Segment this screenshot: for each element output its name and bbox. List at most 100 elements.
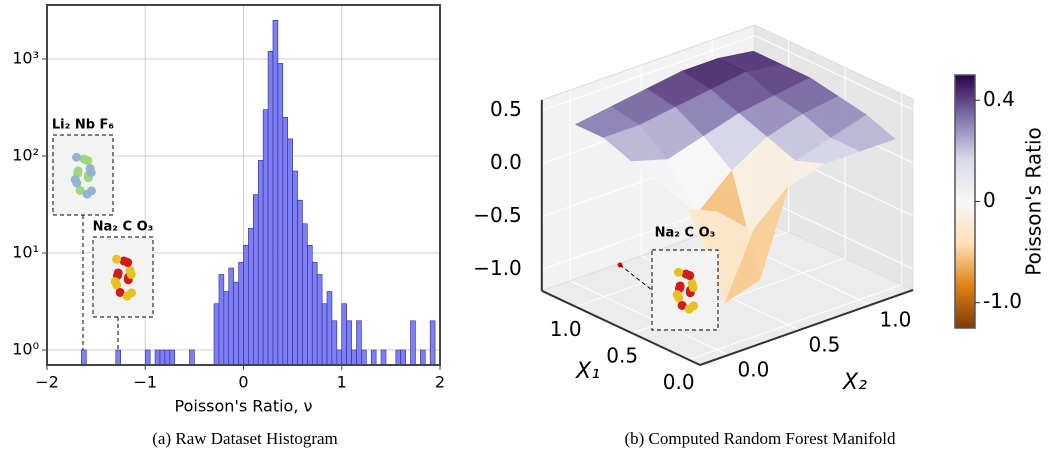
- bar: [218, 274, 225, 366]
- atom: [684, 304, 694, 314]
- z-tick-label: −0.5: [473, 203, 522, 227]
- caption: (a) Raw Dataset Histogram: [152, 429, 338, 448]
- bar: [272, 20, 279, 366]
- bar: [292, 170, 298, 366]
- atom: [75, 185, 85, 195]
- grid-line: [754, 35, 914, 111]
- x1-tick-label: 0.0: [663, 370, 695, 394]
- bar: [277, 63, 284, 366]
- x1-axis: [541, 289, 701, 366]
- atom: [685, 271, 695, 281]
- x1-tick-label: 0.5: [606, 344, 638, 368]
- atom: [115, 287, 125, 297]
- annotation: Li₂ Nb F₆: [52, 118, 115, 133]
- bar: [282, 117, 289, 366]
- bar: [228, 267, 234, 366]
- bar: [380, 349, 387, 366]
- inset-box: [651, 249, 719, 331]
- atom: [72, 152, 82, 162]
- atom: [73, 166, 83, 176]
- bar: [346, 320, 352, 366]
- bar: [115, 349, 121, 366]
- grid-line: [569, 280, 729, 356]
- bar: [351, 349, 357, 366]
- bar: [311, 262, 318, 366]
- grid-line: [688, 284, 902, 361]
- colorbar-tick-label: 0: [983, 188, 996, 212]
- y-tick-label: 10³: [12, 48, 39, 67]
- bar: [321, 303, 328, 366]
- atom: [675, 281, 685, 291]
- colorbar-tick-label: -1.0: [983, 289, 1022, 313]
- colorbar: [954, 74, 976, 329]
- atom: [688, 282, 698, 292]
- atom: [70, 175, 80, 185]
- z-tick-label: 0.5: [490, 97, 522, 121]
- x2-tick-label: 0.0: [737, 358, 769, 382]
- bar: [154, 349, 161, 366]
- bar: [144, 349, 151, 366]
- bar: [429, 320, 436, 366]
- bar: [297, 199, 303, 366]
- bar: [326, 291, 333, 366]
- atom: [122, 291, 132, 301]
- atom: [126, 269, 136, 279]
- z-tick-label: −1.0: [473, 256, 522, 280]
- bar: [189, 349, 195, 366]
- bar: [257, 160, 264, 366]
- x1-axis-label: X₁: [575, 359, 600, 384]
- atom: [674, 267, 684, 277]
- bar: [267, 50, 274, 366]
- caption: (b) Computed Random Forest Manifold: [624, 429, 896, 448]
- inset-box: [52, 134, 114, 216]
- inset-box: [92, 236, 154, 318]
- x2-axis: [699, 289, 914, 366]
- bar: [159, 349, 166, 366]
- atom: [86, 167, 96, 177]
- bar: [253, 194, 259, 366]
- x2-tick-label: 0.5: [808, 333, 840, 357]
- bar: [395, 349, 402, 366]
- x-tick-label: −1: [133, 373, 157, 392]
- bar: [361, 349, 367, 366]
- bar: [420, 349, 426, 366]
- atom: [123, 258, 133, 268]
- bar: [223, 291, 230, 366]
- z-tick-label: 0.0: [490, 150, 522, 174]
- annotation: Na₂ C O₃: [655, 226, 716, 241]
- x-tick-label: −2: [35, 373, 59, 392]
- bar: [336, 349, 343, 366]
- histogram-panel: 10⁰ 10¹ 10² 10³ −2 −1 0 1 2 Poisson's Ratio, ν Li₂…: [12, 4, 445, 416]
- bar: [370, 349, 377, 366]
- atom: [110, 277, 120, 287]
- bar: [248, 227, 254, 366]
- bar: [262, 109, 269, 366]
- bar: [81, 349, 87, 366]
- bar: [164, 349, 171, 366]
- atom: [112, 254, 122, 264]
- bar: [316, 274, 323, 366]
- surface-panel: −1.0 −0.5 0.0 0.5 0.0 0.5 1.0 0.0 0.5 1.0 X₁ X₂ Na₂ …: [473, 24, 1046, 395]
- y-tick-label: 10²: [12, 145, 39, 164]
- x-tick-label: 1: [337, 373, 347, 392]
- bar: [331, 320, 338, 366]
- x1-tick-label: 1.0: [550, 317, 582, 341]
- x-tick-label: 0: [238, 373, 248, 392]
- atom: [113, 268, 123, 278]
- bar: [287, 138, 293, 366]
- colorbar-label: Poisson's Ratio: [1022, 127, 1046, 276]
- annotation: Na₂ C O₃: [93, 220, 154, 235]
- bar: [243, 244, 249, 366]
- surface-cell: [688, 208, 754, 304]
- bar: [238, 262, 244, 366]
- bar: [356, 320, 362, 366]
- atom: [672, 290, 682, 300]
- atom: [677, 300, 687, 310]
- x2-axis-label: X₂: [842, 370, 867, 395]
- atom: [83, 156, 93, 166]
- x-tick-label: 2: [435, 373, 445, 392]
- bar: [341, 303, 347, 366]
- bar: [410, 320, 416, 366]
- x2-tick-label: 1.0: [879, 308, 911, 332]
